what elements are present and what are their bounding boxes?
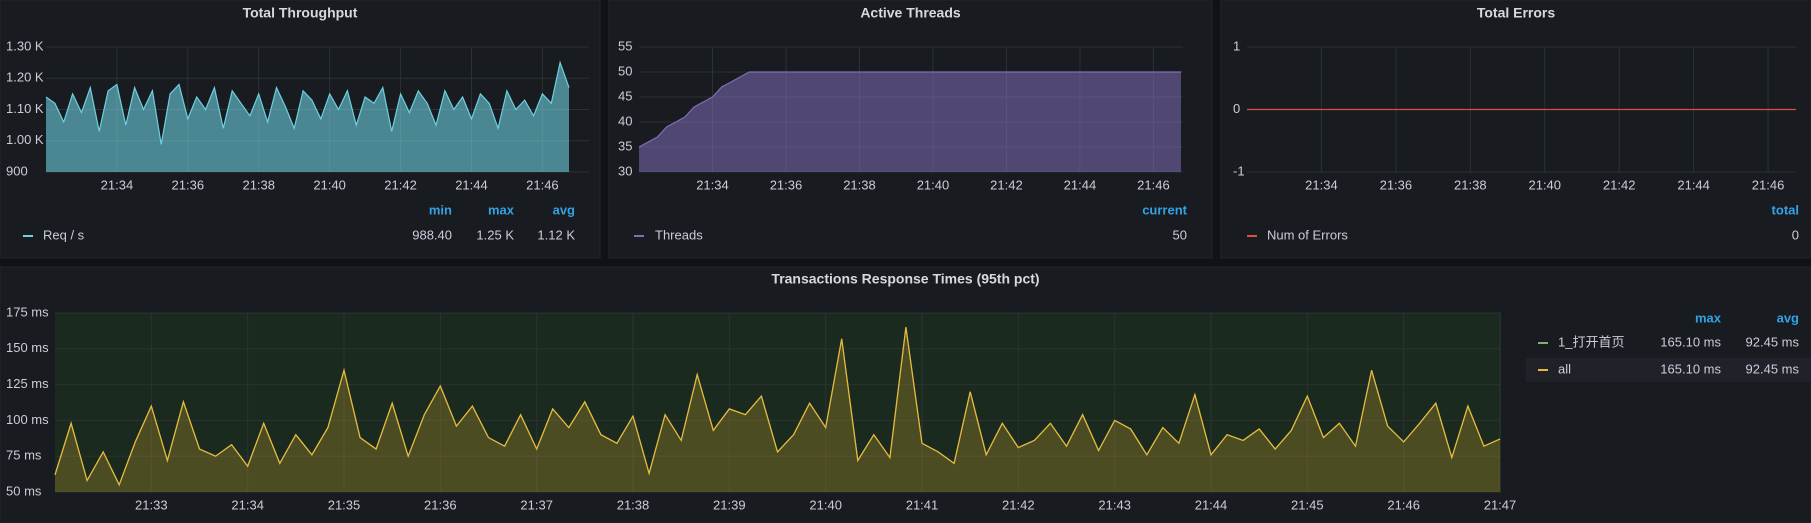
- x-tick-label: 21:46: [526, 177, 559, 192]
- x-tick-label: 21:35: [328, 497, 361, 512]
- x-tick-label: 21:38: [1454, 177, 1487, 192]
- y-tick-label: 75 ms: [6, 448, 42, 463]
- legend-column-header: avg: [1777, 310, 1799, 325]
- panel: [1220, 0, 1811, 259]
- series-line: [638, 71, 1181, 148]
- x-tick-label: 21:46: [1752, 177, 1785, 192]
- legend-column-header: avg: [553, 202, 575, 217]
- x-tick-label: 21:34: [696, 177, 729, 192]
- series-line: [54, 327, 1501, 487]
- plot-background: [55, 313, 1501, 492]
- x-tick-label: 21:42: [1603, 177, 1636, 192]
- area: [639, 72, 1181, 172]
- panel-title: Total Errors: [1477, 5, 1556, 21]
- x-tick-label: 21:34: [101, 177, 134, 192]
- x-tick-label: 21:36: [172, 177, 205, 192]
- legend-label: Threads: [655, 227, 703, 242]
- x-tick-label: 21:43: [1098, 497, 1131, 512]
- y-tick-label: 0: [1233, 101, 1240, 116]
- area: [55, 327, 1500, 492]
- x-tick-label: 21:40: [809, 497, 842, 512]
- x-tick-label: 21:34: [1305, 177, 1338, 192]
- legend-stat: 92.45 ms: [1746, 361, 1800, 376]
- x-tick-label: 21:38: [242, 177, 275, 192]
- y-tick-label: 150 ms: [6, 340, 49, 355]
- y-tick-label: 100 ms: [6, 412, 49, 427]
- x-tick-label: 21:33: [135, 497, 168, 512]
- area: [46, 62, 569, 172]
- legend-column-header: current: [1142, 202, 1187, 217]
- x-tick-label: 21:38: [617, 497, 650, 512]
- y-tick-label: 125 ms: [6, 376, 49, 391]
- x-tick-label: 21:36: [1380, 177, 1413, 192]
- x-tick-label: 21:41: [906, 497, 939, 512]
- y-tick-label: 55: [618, 38, 632, 53]
- panel-title: Transactions Response Times (95th pct): [771, 271, 1039, 287]
- legend-stat: 92.45 ms: [1746, 334, 1800, 349]
- area: [55, 327, 1500, 492]
- x-tick-label: 21:44: [1064, 177, 1097, 192]
- legend-stat: 165.10 ms: [1660, 361, 1721, 376]
- y-tick-label: 1.10 K: [6, 101, 44, 116]
- x-tick-label: 21:37: [520, 497, 553, 512]
- legend-stat: 50: [1173, 227, 1187, 242]
- y-tick-label: 35: [618, 138, 632, 153]
- y-tick-label: -1: [1233, 163, 1245, 178]
- legend-label: 1_打开首页: [1558, 334, 1624, 349]
- legend-column-header: max: [488, 202, 515, 217]
- x-tick-label: 21:47: [1484, 497, 1517, 512]
- y-tick-label: 40: [618, 113, 632, 128]
- y-tick-label: 1.20 K: [6, 70, 44, 85]
- legend-row-highlight: [1526, 358, 1811, 382]
- series-line: [45, 60, 570, 145]
- x-tick-label: 21:36: [770, 177, 803, 192]
- legend-stat: 1.12 K: [537, 227, 575, 242]
- x-tick-label: 21:42: [1002, 497, 1035, 512]
- legend-label: Num of Errors: [1267, 227, 1348, 242]
- y-tick-label: 30: [618, 163, 632, 178]
- x-tick-label: 21:40: [1528, 177, 1561, 192]
- x-tick-label: 21:44: [1677, 177, 1710, 192]
- legend-column-header: total: [1772, 202, 1799, 217]
- x-tick-label: 21:40: [917, 177, 950, 192]
- x-tick-label: 21:38: [843, 177, 876, 192]
- legend-stat: 165.10 ms: [1660, 334, 1721, 349]
- legend-stat: 988.40: [412, 227, 452, 242]
- x-tick-label: 21:44: [1195, 497, 1228, 512]
- y-tick-label: 175 ms: [6, 304, 49, 319]
- legend-column-header: min: [429, 202, 452, 217]
- legend-column-header: max: [1695, 310, 1722, 325]
- y-tick-label: 50 ms: [6, 483, 42, 498]
- x-tick-label: 21:42: [990, 177, 1023, 192]
- x-tick-label: 21:46: [1137, 177, 1170, 192]
- legend-label: all: [1558, 361, 1571, 376]
- legend-stat: 0: [1792, 227, 1799, 242]
- y-tick-label: 900: [6, 163, 28, 178]
- legend-stat: 1.25 K: [476, 227, 514, 242]
- x-tick-label: 21:34: [231, 497, 264, 512]
- x-tick-label: 21:36: [424, 497, 457, 512]
- x-tick-label: 21:40: [313, 177, 346, 192]
- x-tick-label: 21:46: [1387, 497, 1420, 512]
- legend-label: Req / s: [43, 227, 85, 242]
- x-tick-label: 21:42: [384, 177, 417, 192]
- panel-title: Active Threads: [860, 5, 961, 21]
- y-tick-label: 1.30 K: [6, 38, 44, 53]
- x-tick-label: 21:44: [455, 177, 488, 192]
- y-tick-label: 1.00 K: [6, 132, 44, 147]
- y-tick-label: 1: [1233, 38, 1240, 53]
- x-tick-label: 21:45: [1291, 497, 1324, 512]
- panel-title: Total Throughput: [243, 5, 358, 21]
- y-tick-label: 45: [618, 88, 632, 103]
- x-tick-label: 21:39: [713, 497, 746, 512]
- y-tick-label: 50: [618, 63, 632, 78]
